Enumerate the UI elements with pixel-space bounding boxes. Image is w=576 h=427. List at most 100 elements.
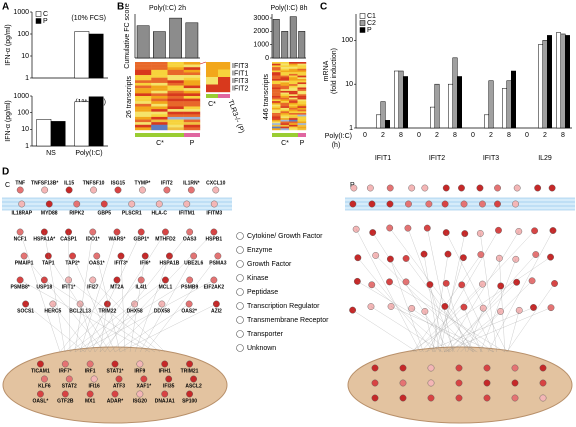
y-tick-label: 100: [341, 37, 353, 44]
heatmap-cell: [167, 62, 184, 65]
molecule-icon: [494, 200, 501, 208]
heatmap-cell: [280, 111, 290, 114]
legend-label: Transmembrane Receptor: [247, 317, 329, 324]
heatmap-cell: [280, 94, 290, 97]
heatmap-cell: [151, 101, 168, 105]
molecule-icon: [442, 184, 450, 192]
edge: [59, 279, 118, 353]
group-bar: [184, 133, 200, 137]
heatmap-cell: [272, 62, 281, 64]
edge: [119, 303, 217, 353]
gene-label: GTF2B: [57, 398, 74, 404]
edge: [129, 255, 146, 353]
heatmap-cell: [289, 77, 298, 80]
bar: [403, 76, 408, 129]
gene-label: IFI35: [163, 383, 175, 389]
molecule-icon: [69, 252, 76, 260]
heatmap-cell: [280, 87, 290, 90]
gene-label: EIF2AK2: [204, 284, 225, 290]
edge: [463, 307, 482, 353]
group-label: P: [300, 140, 305, 147]
heatmap-cell: [289, 80, 298, 83]
legend-swatch: [359, 13, 366, 19]
heatmap-cell: [297, 123, 307, 126]
group-label: C*: [281, 140, 289, 147]
group-label: P: [190, 140, 195, 147]
heatmap-cell: [151, 114, 168, 118]
network-label: C: [5, 182, 10, 189]
y-tick-label: 1: [25, 143, 29, 150]
edge: [372, 232, 450, 353]
heatmap-cell: [272, 114, 281, 117]
heatmap-cell: [183, 85, 201, 89]
x-tick-label: 0: [363, 132, 367, 139]
heatmap-cell: [272, 116, 281, 119]
molecule-icon: [405, 200, 412, 208]
edge: [435, 257, 464, 353]
heatmap-cell: [280, 72, 290, 75]
group-label: IFIT3: [483, 155, 499, 162]
heatmap-cell: [289, 123, 298, 126]
gene-label: AZI2: [211, 308, 222, 314]
heatmap-cell: [289, 73, 298, 76]
x-tick-label: 8: [561, 132, 565, 139]
y-axis-label: Cumulative FC score: [124, 3, 131, 68]
heatmap-cell: [167, 96, 184, 99]
heatmap-cell: [151, 62, 168, 65]
molecule-icon: [511, 364, 519, 372]
molecule-icon: [479, 304, 487, 312]
heatmap-cell: [272, 126, 281, 129]
heatmap-cell: [151, 72, 168, 76]
gene-label: ASCL2: [185, 383, 202, 389]
heatmap-cell: [289, 85, 298, 88]
bar: [385, 120, 390, 129]
x-axis-label: Poly(I:C): [325, 133, 352, 140]
group-bar: [298, 133, 306, 137]
heatmap-cell: [206, 84, 219, 93]
y-tick-label: 10: [21, 126, 29, 133]
molecule-icon: [512, 200, 519, 208]
edge: [92, 279, 166, 353]
heatmap-cell: [183, 103, 201, 107]
heatmap-cell: [151, 82, 168, 86]
heatmap-cell: [183, 64, 201, 68]
gene-label: TAP2*: [65, 260, 79, 266]
heatmap-cell: [272, 77, 281, 80]
heatmap-cell: [183, 82, 201, 86]
molecule-icon: [511, 379, 519, 387]
heatmap-cell: [280, 84, 290, 86]
gene-label: USP18: [36, 284, 52, 290]
heatmap-cell: [297, 109, 307, 112]
molecule-icon: [212, 186, 220, 194]
gene-label: WARS*: [109, 236, 126, 242]
heatmap-cell: [297, 63, 307, 66]
molecule-icon: [186, 390, 193, 398]
heatmap-label: 446 transcripts: [263, 74, 270, 120]
gene-label: PSMA3: [209, 260, 226, 266]
heatmap-cell: [151, 69, 168, 73]
legend-swatch: [35, 11, 42, 17]
heatmap-cell: [289, 124, 298, 127]
molecule-icon: [37, 390, 44, 398]
heatmap-cell: [167, 77, 184, 81]
bar: [74, 101, 90, 147]
heatmap-cell: [183, 124, 201, 128]
heatmap-cell: [272, 72, 281, 75]
gene-label: RIPK2: [69, 210, 84, 216]
heatmap-cell: [280, 70, 290, 73]
heatmap-cell: [289, 126, 298, 129]
gene-label: TRIM22: [98, 308, 116, 314]
gene-label: HSPB1: [206, 236, 223, 242]
legend-swatch: [359, 27, 366, 33]
bar: [511, 70, 516, 129]
heatmap-cell: [183, 127, 201, 131]
molecule-icon: [539, 364, 547, 372]
gene-label: HERC5: [44, 308, 61, 314]
bar: [153, 31, 166, 59]
heatmap-cell: [272, 119, 281, 122]
gene-label: IRF7*: [59, 368, 72, 374]
heatmap-cell: [297, 75, 307, 78]
bar: [272, 19, 280, 59]
membrane: [2, 198, 232, 210]
